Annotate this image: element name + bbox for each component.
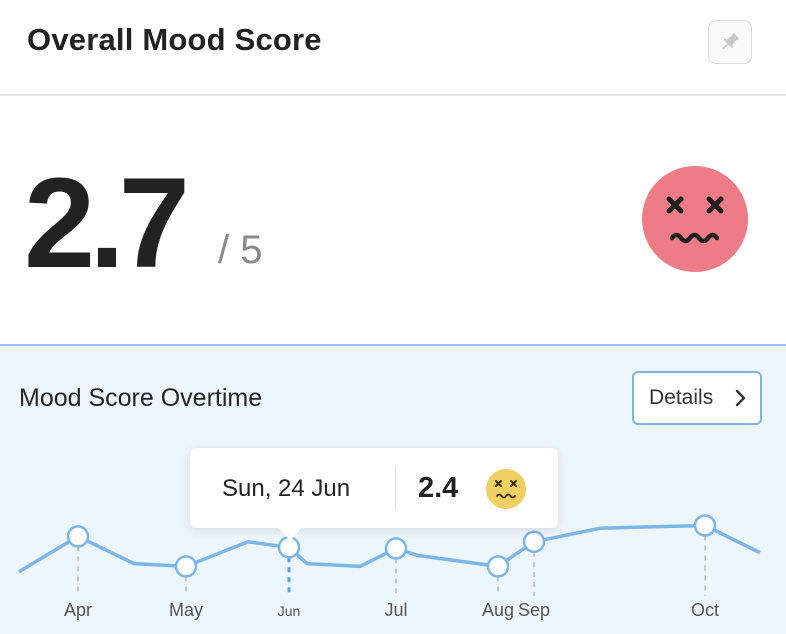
- overall-score-panel: 2.7 / 5: [0, 98, 786, 344]
- x-tick-label-jun: Jun: [277, 603, 301, 619]
- x-tick-label-sep: Sep: [517, 600, 551, 620]
- details-label: Details: [649, 386, 714, 409]
- trend-title: Mood Score Overtime: [19, 384, 263, 412]
- dizzy-face-icon: [486, 469, 526, 509]
- data-point-aug[interactable]: [486, 555, 510, 578]
- data-point-apr[interactable]: [66, 525, 90, 548]
- chart-tooltip: Sun, 24 Jun 2.4: [190, 448, 558, 528]
- pin-button[interactable]: [708, 20, 752, 64]
- details-button[interactable]: Details: [632, 371, 762, 425]
- tooltip-divider: [395, 468, 396, 508]
- tooltip-date: Sun, 24 Jun: [222, 475, 351, 502]
- score-value: 2.7: [24, 152, 190, 295]
- pin-icon: [722, 33, 739, 50]
- tooltip-value: 2.4: [418, 472, 459, 504]
- x-tick-label-jul: Jul: [384, 600, 408, 620]
- x-tick-label-may: May: [168, 600, 204, 620]
- data-point-sep[interactable]: [522, 530, 546, 554]
- tooltip-arrow: [276, 525, 304, 541]
- header: Overall Mood Score: [0, 0, 786, 96]
- data-point-jul[interactable]: [384, 537, 408, 560]
- score-max: / 5: [218, 228, 263, 272]
- x-tick-label-oct: Oct: [690, 600, 720, 620]
- x-tick-label-aug: Aug: [481, 600, 515, 620]
- data-point-oct[interactable]: [693, 514, 717, 537]
- dizzy-face-icon: [642, 166, 748, 272]
- data-point-may[interactable]: [174, 555, 198, 578]
- mood-series-line: [18, 523, 761, 574]
- page-title: Overall Mood Score: [27, 22, 322, 57]
- chevron-right-icon: [735, 389, 746, 407]
- x-tick-label-apr: Apr: [63, 600, 93, 620]
